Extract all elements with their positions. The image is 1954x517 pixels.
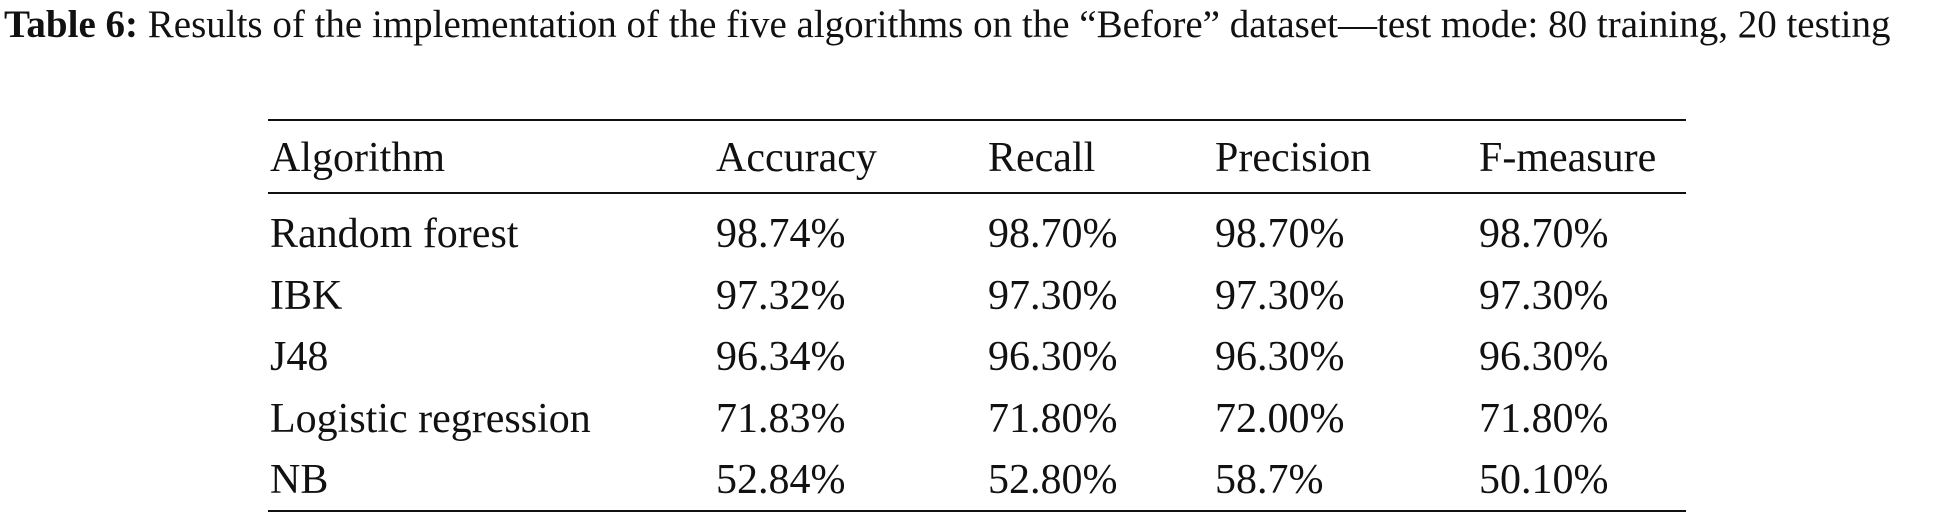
table-cell: 98.74% — [716, 211, 846, 257]
caption-text: Results of the implementation of the fiv… — [147, 3, 1891, 46]
row-label: J48 — [270, 334, 329, 380]
caption-label: Table 6: — [4, 3, 139, 46]
table-cell: 97.30% — [988, 272, 1118, 319]
table-cell: 71.80% — [988, 395, 1118, 442]
row-label: Logistic regression — [270, 395, 591, 442]
table-cell: 98.70% — [988, 211, 1118, 257]
column-header: Precision — [1215, 135, 1372, 181]
header-rule — [268, 192, 1686, 194]
table-cell: 97.30% — [1479, 272, 1609, 319]
table-cell: 98.70% — [1215, 211, 1345, 257]
table-cell: 97.30% — [1215, 272, 1345, 319]
table-cell: 97.32% — [716, 272, 846, 319]
table-cell: 52.80% — [988, 457, 1118, 503]
row-label: IBK — [270, 272, 343, 319]
bottom-rule — [268, 510, 1686, 512]
table-cell: 72.00% — [1215, 395, 1345, 442]
table-cell: 96.34% — [716, 334, 846, 380]
column-header: Accuracy — [716, 135, 877, 181]
table-cell: 98.70% — [1479, 211, 1609, 257]
table-cell: 50.10% — [1479, 457, 1609, 503]
column-header: F-measure — [1479, 135, 1657, 181]
table-cell: 52.84% — [716, 457, 846, 503]
table-cell: 71.80% — [1479, 395, 1609, 442]
table-cell: 58.7% — [1215, 457, 1324, 503]
column-header: Recall — [988, 135, 1096, 181]
table-cell: 96.30% — [1215, 334, 1345, 380]
row-label: Random forest — [270, 211, 519, 257]
table-cell: 96.30% — [988, 334, 1118, 380]
row-label: NB — [270, 457, 329, 503]
table-caption: Table 6: Results of the implementation o… — [4, 4, 1950, 46]
table-cell: 96.30% — [1479, 334, 1609, 380]
column-header: Algorithm — [270, 135, 445, 181]
table-cell: 71.83% — [716, 395, 846, 442]
top-rule — [268, 119, 1686, 121]
